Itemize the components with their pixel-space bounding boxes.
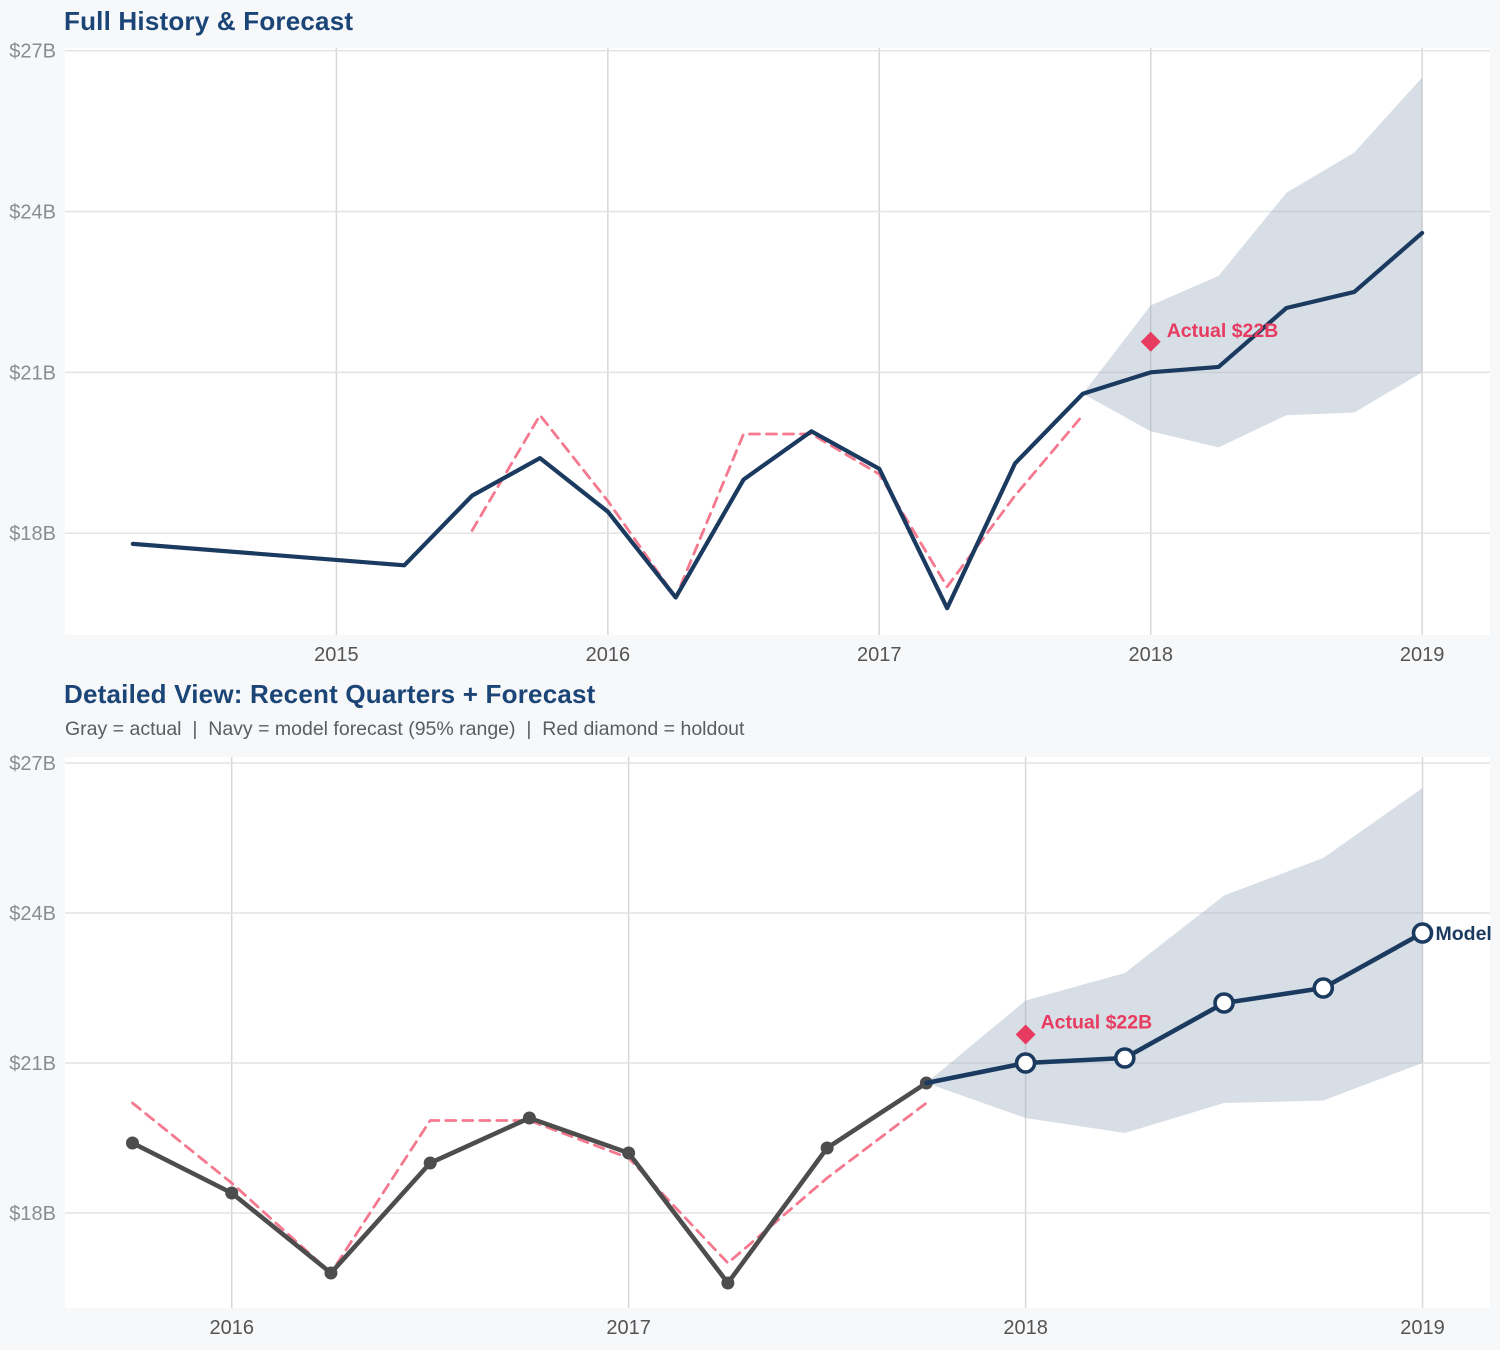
actual-data-point — [622, 1146, 636, 1160]
forecast-data-point — [1014, 1052, 1037, 1074]
x-tick-label: 2016 — [209, 1317, 254, 1339]
actual-data-point — [125, 1136, 139, 1150]
forecast-data-point — [1213, 992, 1235, 1014]
chart-0: Actual $22B $18B $21B $24B $27B 2015 2016 2017 2… — [9, 41, 1490, 666]
x-tick-label: 2018 — [1128, 644, 1173, 666]
full-history-chart-title: Full History & Forecast — [64, 6, 354, 36]
forecast-data-point — [1411, 922, 1434, 944]
x-tick-label: 2019 — [1400, 644, 1445, 666]
x-tick-label: 2018 — [1003, 1317, 1048, 1339]
y-tick-label: $24B — [9, 903, 56, 925]
actual-data-point — [721, 1276, 735, 1290]
y-tick-label: $21B — [9, 362, 56, 384]
x-tick-label: 2015 — [314, 644, 359, 666]
y-tick-label: $18B — [9, 523, 56, 545]
x-tick-label: 2016 — [586, 644, 631, 666]
series-revenue-history-and-forecast — [130, 230, 1425, 611]
y-tick-label: $24B — [9, 202, 56, 224]
detailed-view-legend-subtitle: Gray = actual | Navy = model forecast (9… — [65, 718, 745, 740]
actual-data-point — [225, 1186, 239, 1200]
actual-data-point — [423, 1156, 437, 1170]
confidence-band — [926, 788, 1423, 1133]
actual-22b-label: Actual $22B — [1167, 320, 1279, 342]
forecast-data-point — [1312, 977, 1335, 999]
series-in-sample-forecast — [470, 413, 1085, 599]
forecast-data-point — [1114, 1047, 1136, 1069]
actual-data-point — [324, 1266, 338, 1280]
y-tick-label: $27B — [9, 41, 56, 63]
actual-22b-label: Actual $22B — [1041, 1012, 1153, 1034]
actual-data-point — [522, 1111, 536, 1125]
detailed-view-chart-title: Detailed View: Recent Quarters + Forecas… — [64, 679, 596, 709]
x-tick-label: 2019 — [1400, 1317, 1445, 1339]
holdout-diamond — [1140, 331, 1161, 352]
x-tick-label: 2017 — [606, 1317, 651, 1339]
plot-area — [65, 48, 1490, 635]
x-tick-label: 2017 — [857, 644, 902, 666]
y-tick-label: $18B — [9, 1203, 56, 1225]
series-model-forecast — [924, 930, 1425, 1086]
model-label: Model — [1436, 923, 1492, 945]
y-tick-label: $21B — [9, 1053, 56, 1075]
y-tick-label: $27B — [9, 753, 56, 775]
chart-1: Actual $22B Model $18B $21B $24B $27B 2016 2017… — [9, 753, 1492, 1339]
confidence-band — [1082, 77, 1423, 448]
actual-data-point — [820, 1141, 834, 1155]
holdout-diamond — [1015, 1024, 1036, 1045]
